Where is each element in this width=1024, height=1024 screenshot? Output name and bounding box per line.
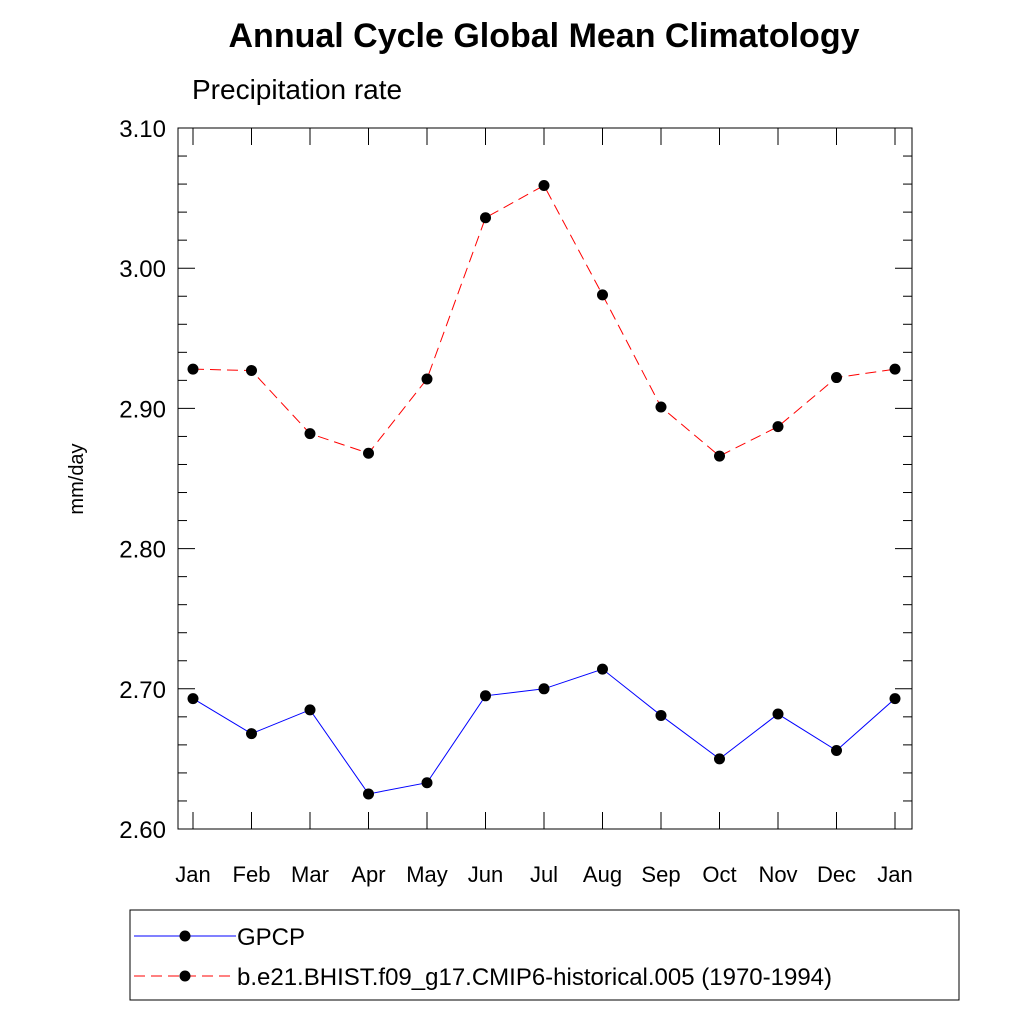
x-tick-labels: Jan Feb Mar Apr May Jun Jul Aug Sep Oct Nov Dec Jan [175,862,912,887]
data-point [246,728,257,740]
data-point [421,373,433,385]
axis-ticks [178,127,912,830]
plot-frame [177,127,913,830]
data-point [597,663,608,675]
x-tick-label: Jan [175,862,210,887]
legend-marker [179,930,191,942]
legend-item-2: b.e21.BHIST.f09_g17.CMIP6-historical.005… [134,964,832,991]
data-point [831,744,842,756]
legend-item-1: GPCP [134,924,305,951]
y-axis-label: mm/day [66,443,88,514]
x-tick-label: Jun [468,862,503,887]
data-point [304,428,316,440]
data-point [714,753,725,765]
x-tick-label: Feb [233,862,271,887]
data-point [421,777,433,789]
data-point [363,447,374,459]
data-point [889,693,901,705]
series-2 [187,179,901,462]
x-tick-label: Aug [583,862,622,887]
y-tick-label: 3.10 [119,116,166,143]
x-tick-label: May [406,862,448,887]
y-tick-label: 2.90 [119,396,166,423]
data-point [772,421,784,433]
x-tick-label: Jan [877,862,912,887]
data-point [597,289,608,301]
data-point [889,363,901,375]
data-point [246,365,257,377]
x-tick-label: Mar [291,862,329,887]
legend-label: GPCP [237,924,305,951]
x-tick-label: Oct [702,862,736,887]
legend-marker [179,970,191,982]
x-tick-label: Sep [641,862,680,887]
data-point [655,709,667,721]
data-point [538,683,550,695]
legend-label: b.e21.BHIST.f09_g17.CMIP6-historical.005… [237,964,832,991]
data-point [480,212,491,224]
data-point [187,363,199,375]
legend [129,909,960,1001]
y-tick-label: 3.00 [119,256,166,283]
x-tick-label: Jul [530,862,558,887]
y-tick-label: 2.70 [119,677,166,704]
chart-subtitle: Precipitation rate [192,74,402,105]
data-point [655,401,667,413]
data-point [187,693,199,705]
data-point [480,690,491,702]
legend-items: GPCP b.e21.BHIST.f09_g17.CMIP6-historical… [134,924,832,991]
y-tick-label: 2.60 [119,817,166,844]
chart-title: Annual Cycle Global Mean Climatology [229,17,860,55]
y-tick-label: 2.80 [119,537,166,564]
series-line [192,184,896,457]
data-point [772,708,784,720]
x-tick-label: Nov [758,862,797,887]
series-1 [187,663,901,800]
x-tick-label: Apr [351,862,385,887]
y-tick-labels: 2.60 2.70 2.80 2.90 3.00 3.10 [119,116,166,844]
data-point [304,704,316,716]
x-tick-label: Dec [817,862,856,887]
series-layer [187,179,901,800]
data-point [831,372,842,384]
data-point [538,179,550,191]
data-point [714,450,725,462]
data-point [363,788,374,800]
